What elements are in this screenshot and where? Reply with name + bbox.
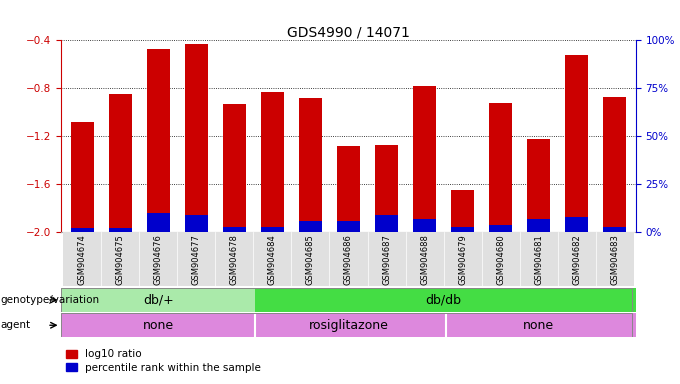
Bar: [443, 232, 481, 286]
Text: GSM904684: GSM904684: [268, 234, 277, 285]
Bar: [71, 122, 94, 232]
Bar: [101, 232, 139, 286]
Bar: [330, 232, 367, 286]
Bar: [139, 232, 177, 286]
Bar: [445, 313, 657, 337]
Bar: [255, 313, 445, 337]
Bar: [375, 145, 398, 232]
Bar: [603, 227, 626, 232]
Bar: [481, 232, 520, 286]
Bar: [375, 215, 398, 232]
Legend: log10 ratio, percentile rank within the sample: log10 ratio, percentile rank within the …: [67, 349, 261, 372]
Bar: [109, 94, 132, 232]
Text: none: none: [143, 319, 174, 332]
Text: agent: agent: [1, 320, 31, 330]
Text: GSM904674: GSM904674: [78, 234, 86, 285]
Bar: [337, 146, 360, 232]
Bar: [565, 55, 588, 232]
Bar: [223, 104, 245, 232]
Bar: [337, 221, 360, 232]
Bar: [261, 227, 284, 232]
Text: GSM904681: GSM904681: [534, 234, 543, 285]
Bar: [216, 232, 254, 286]
Bar: [61, 288, 255, 312]
Text: db/db: db/db: [426, 293, 462, 306]
Text: genotype/variation: genotype/variation: [1, 295, 100, 305]
Text: GSM904682: GSM904682: [573, 234, 581, 285]
Bar: [185, 215, 207, 232]
Text: GSM904688: GSM904688: [420, 234, 429, 285]
Title: GDS4990 / 14071: GDS4990 / 14071: [287, 25, 410, 39]
Bar: [254, 232, 292, 286]
Bar: [109, 228, 132, 232]
Bar: [490, 103, 512, 232]
Bar: [299, 98, 322, 232]
Bar: [596, 232, 634, 286]
Bar: [452, 227, 474, 232]
Bar: [452, 190, 474, 232]
Bar: [367, 232, 405, 286]
Bar: [558, 232, 596, 286]
Text: GSM904675: GSM904675: [116, 234, 124, 285]
Bar: [185, 44, 207, 232]
Bar: [520, 232, 558, 286]
Text: GSM904679: GSM904679: [458, 234, 467, 285]
Bar: [292, 232, 330, 286]
Bar: [177, 232, 216, 286]
Text: GSM904677: GSM904677: [192, 234, 201, 285]
Bar: [413, 219, 436, 232]
Text: GSM904685: GSM904685: [306, 234, 315, 285]
Bar: [147, 213, 169, 232]
Bar: [565, 217, 588, 232]
Bar: [223, 227, 245, 232]
Bar: [63, 232, 101, 286]
Bar: [528, 219, 550, 232]
Bar: [61, 313, 255, 337]
Text: GSM904676: GSM904676: [154, 234, 163, 285]
Bar: [147, 49, 169, 232]
Bar: [261, 92, 284, 232]
Bar: [405, 232, 443, 286]
Bar: [490, 225, 512, 232]
Text: rosiglitazone: rosiglitazone: [309, 319, 388, 332]
Bar: [255, 288, 657, 312]
Text: db/+: db/+: [143, 293, 173, 306]
Text: none: none: [523, 319, 554, 332]
Text: GSM904680: GSM904680: [496, 234, 505, 285]
Text: GSM904678: GSM904678: [230, 234, 239, 285]
Bar: [71, 228, 94, 232]
Bar: [413, 86, 436, 232]
Bar: [299, 221, 322, 232]
Bar: [603, 97, 626, 232]
Bar: [528, 139, 550, 232]
Text: GSM904686: GSM904686: [344, 234, 353, 285]
Text: GSM904683: GSM904683: [611, 234, 619, 285]
Text: GSM904687: GSM904687: [382, 234, 391, 285]
